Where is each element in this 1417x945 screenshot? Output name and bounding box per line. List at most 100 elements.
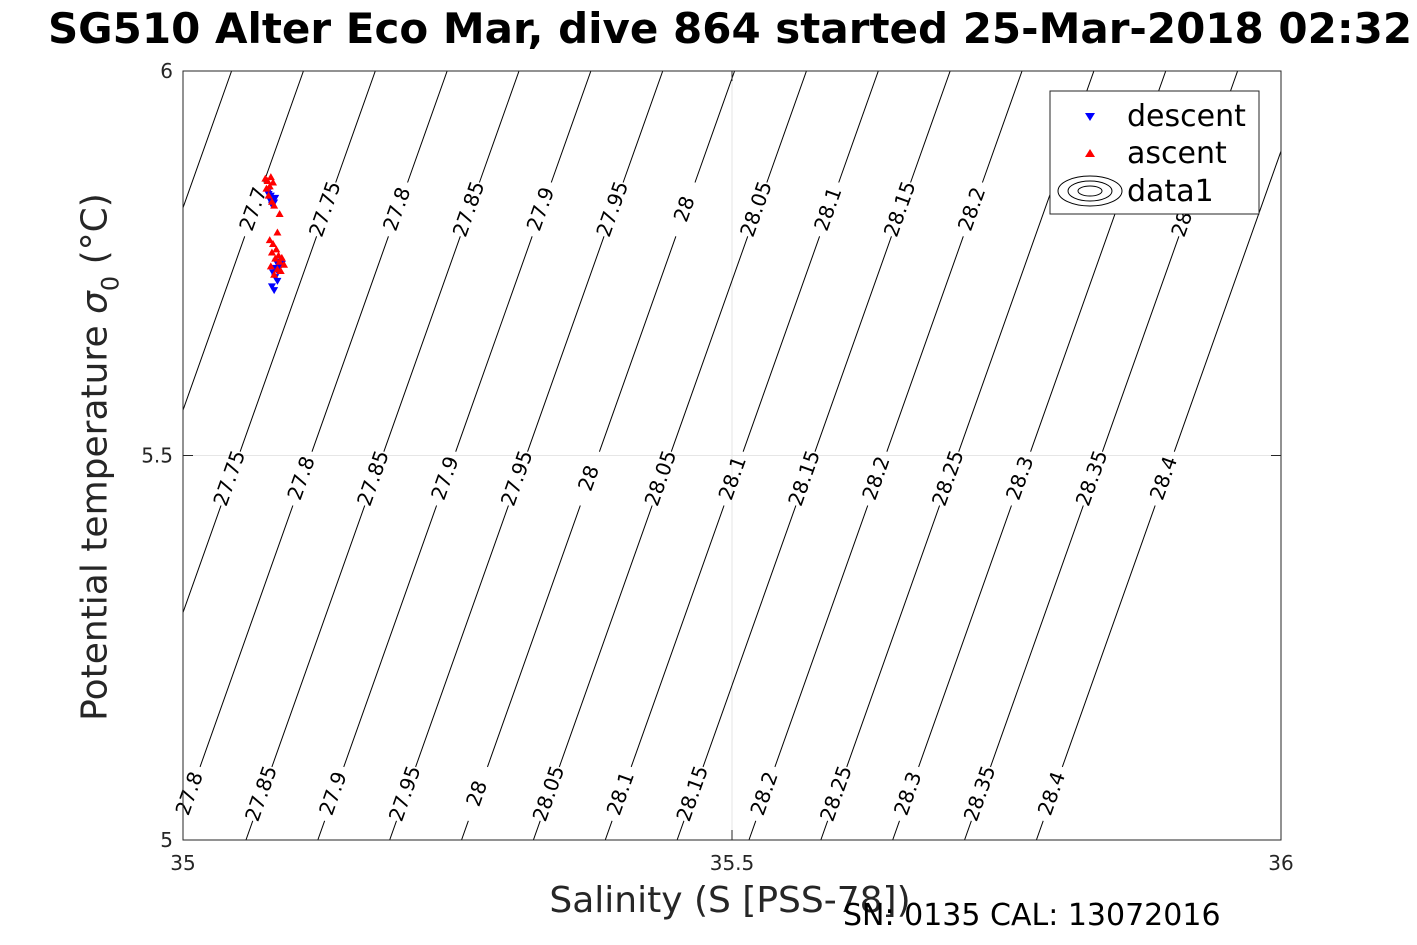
x-axis-label: Salinity (S [PSS-78]) <box>549 880 911 921</box>
x-tick-label: 36 <box>1268 851 1293 875</box>
contour-line <box>598 236 677 452</box>
footer-serial-cal: SN: 0135 CAL: 13072016 <box>843 898 1221 933</box>
ascent-point <box>266 173 275 181</box>
contour-line <box>343 505 438 768</box>
ascent-point <box>280 260 289 268</box>
contour-line <box>102 821 109 840</box>
contour-line <box>766 71 807 183</box>
contour-line <box>532 820 541 840</box>
contour-line <box>604 820 613 840</box>
x-tick-label: 35 <box>170 851 195 875</box>
contour-line <box>558 505 653 768</box>
y-axis-label: Potential temperature σ0 (°C) <box>74 193 125 721</box>
ascent-point <box>269 240 278 248</box>
contour-line <box>478 71 520 183</box>
ascent-point <box>263 176 272 184</box>
ascent-point <box>265 236 274 244</box>
contour-line <box>846 505 941 768</box>
contour-line <box>694 71 736 183</box>
y-axis-label-main: Potential temperature <box>74 325 116 721</box>
contour-line <box>245 820 254 840</box>
ascent-point <box>264 191 273 199</box>
ascent-point <box>271 254 280 262</box>
contour-line <box>271 505 366 768</box>
descent-point <box>270 287 279 295</box>
legend-descent-label: descent <box>1127 99 1246 134</box>
descent-point <box>273 277 282 285</box>
contour-line <box>622 71 664 183</box>
x-tick-label: 35.5 <box>710 851 755 875</box>
contour-line <box>964 820 972 840</box>
contour-line <box>676 820 685 840</box>
legend-ascent-marker <box>1085 149 1095 157</box>
contour-line <box>263 71 304 183</box>
contour-line <box>910 71 951 183</box>
ascent-point <box>267 248 276 256</box>
ascent-point <box>266 262 275 270</box>
contour-line <box>311 236 389 452</box>
contour-line <box>820 820 829 840</box>
descent-point <box>267 283 276 291</box>
contour-line <box>486 505 581 768</box>
contour-line <box>183 236 246 412</box>
contour-line <box>702 505 797 768</box>
data-points <box>261 173 289 295</box>
legend-descent-marker <box>1085 113 1095 121</box>
legend-data1-label: data1 <box>1127 174 1214 209</box>
contour-line <box>527 236 605 452</box>
contour-line <box>981 71 1023 183</box>
legend-contour-icon <box>1057 175 1123 207</box>
contour-line <box>389 820 397 840</box>
contour-line <box>239 236 318 452</box>
ascent-point <box>272 245 281 253</box>
contour-line <box>317 820 326 840</box>
contour-line <box>335 71 376 183</box>
contour-line <box>990 505 1084 768</box>
contour-line <box>670 236 749 452</box>
contour-line <box>892 820 900 840</box>
contour-line <box>415 505 509 768</box>
contour-line <box>183 505 222 615</box>
legend-box <box>1049 90 1260 215</box>
ascent-point <box>273 228 282 236</box>
y-tick-label: 5.5 <box>141 444 173 468</box>
y-tick-label: 6 <box>160 59 173 83</box>
contour-line <box>1061 505 1156 768</box>
legend: descent ascent data1 <box>1049 90 1260 215</box>
y-axis-label-subscript: 0 <box>96 275 125 292</box>
ascent-point <box>275 257 284 265</box>
chart-title: SG510 Alter Eco Mar, dive 864 started 25… <box>47 4 1413 53</box>
ascent-point <box>262 184 271 192</box>
contour-line <box>407 71 448 183</box>
ascent-point <box>270 201 279 209</box>
descent-point <box>271 194 280 202</box>
contour-line <box>1101 236 1180 452</box>
contour-line <box>814 236 892 452</box>
contour-line <box>918 505 1012 768</box>
contour-line <box>1173 149 1281 452</box>
contour-line <box>174 821 181 840</box>
contour-line <box>1035 820 1044 840</box>
contour-line <box>0 613 39 840</box>
legend-ascent-label: ascent <box>1127 136 1227 171</box>
contour-line <box>199 505 294 768</box>
contour-line <box>630 505 725 768</box>
contour-line <box>383 236 461 452</box>
contour-line <box>550 71 592 183</box>
contour-line <box>748 820 757 840</box>
ascent-point <box>269 178 278 186</box>
y-axis-label-unit: (°C) <box>74 193 116 265</box>
y-axis-label-symbol: σ <box>74 291 116 314</box>
contour-line <box>455 236 533 452</box>
ascent-point <box>276 266 285 274</box>
contour-line <box>838 71 879 183</box>
contour-line <box>774 505 869 768</box>
axis-ticks: 35 35.5 36 5 5.5 6 <box>141 59 1294 875</box>
contour-lines <box>0 71 1281 840</box>
ascent-point <box>270 270 279 278</box>
contour-line <box>0 298 79 840</box>
contour-line <box>30 821 37 840</box>
contour-line <box>742 236 821 452</box>
